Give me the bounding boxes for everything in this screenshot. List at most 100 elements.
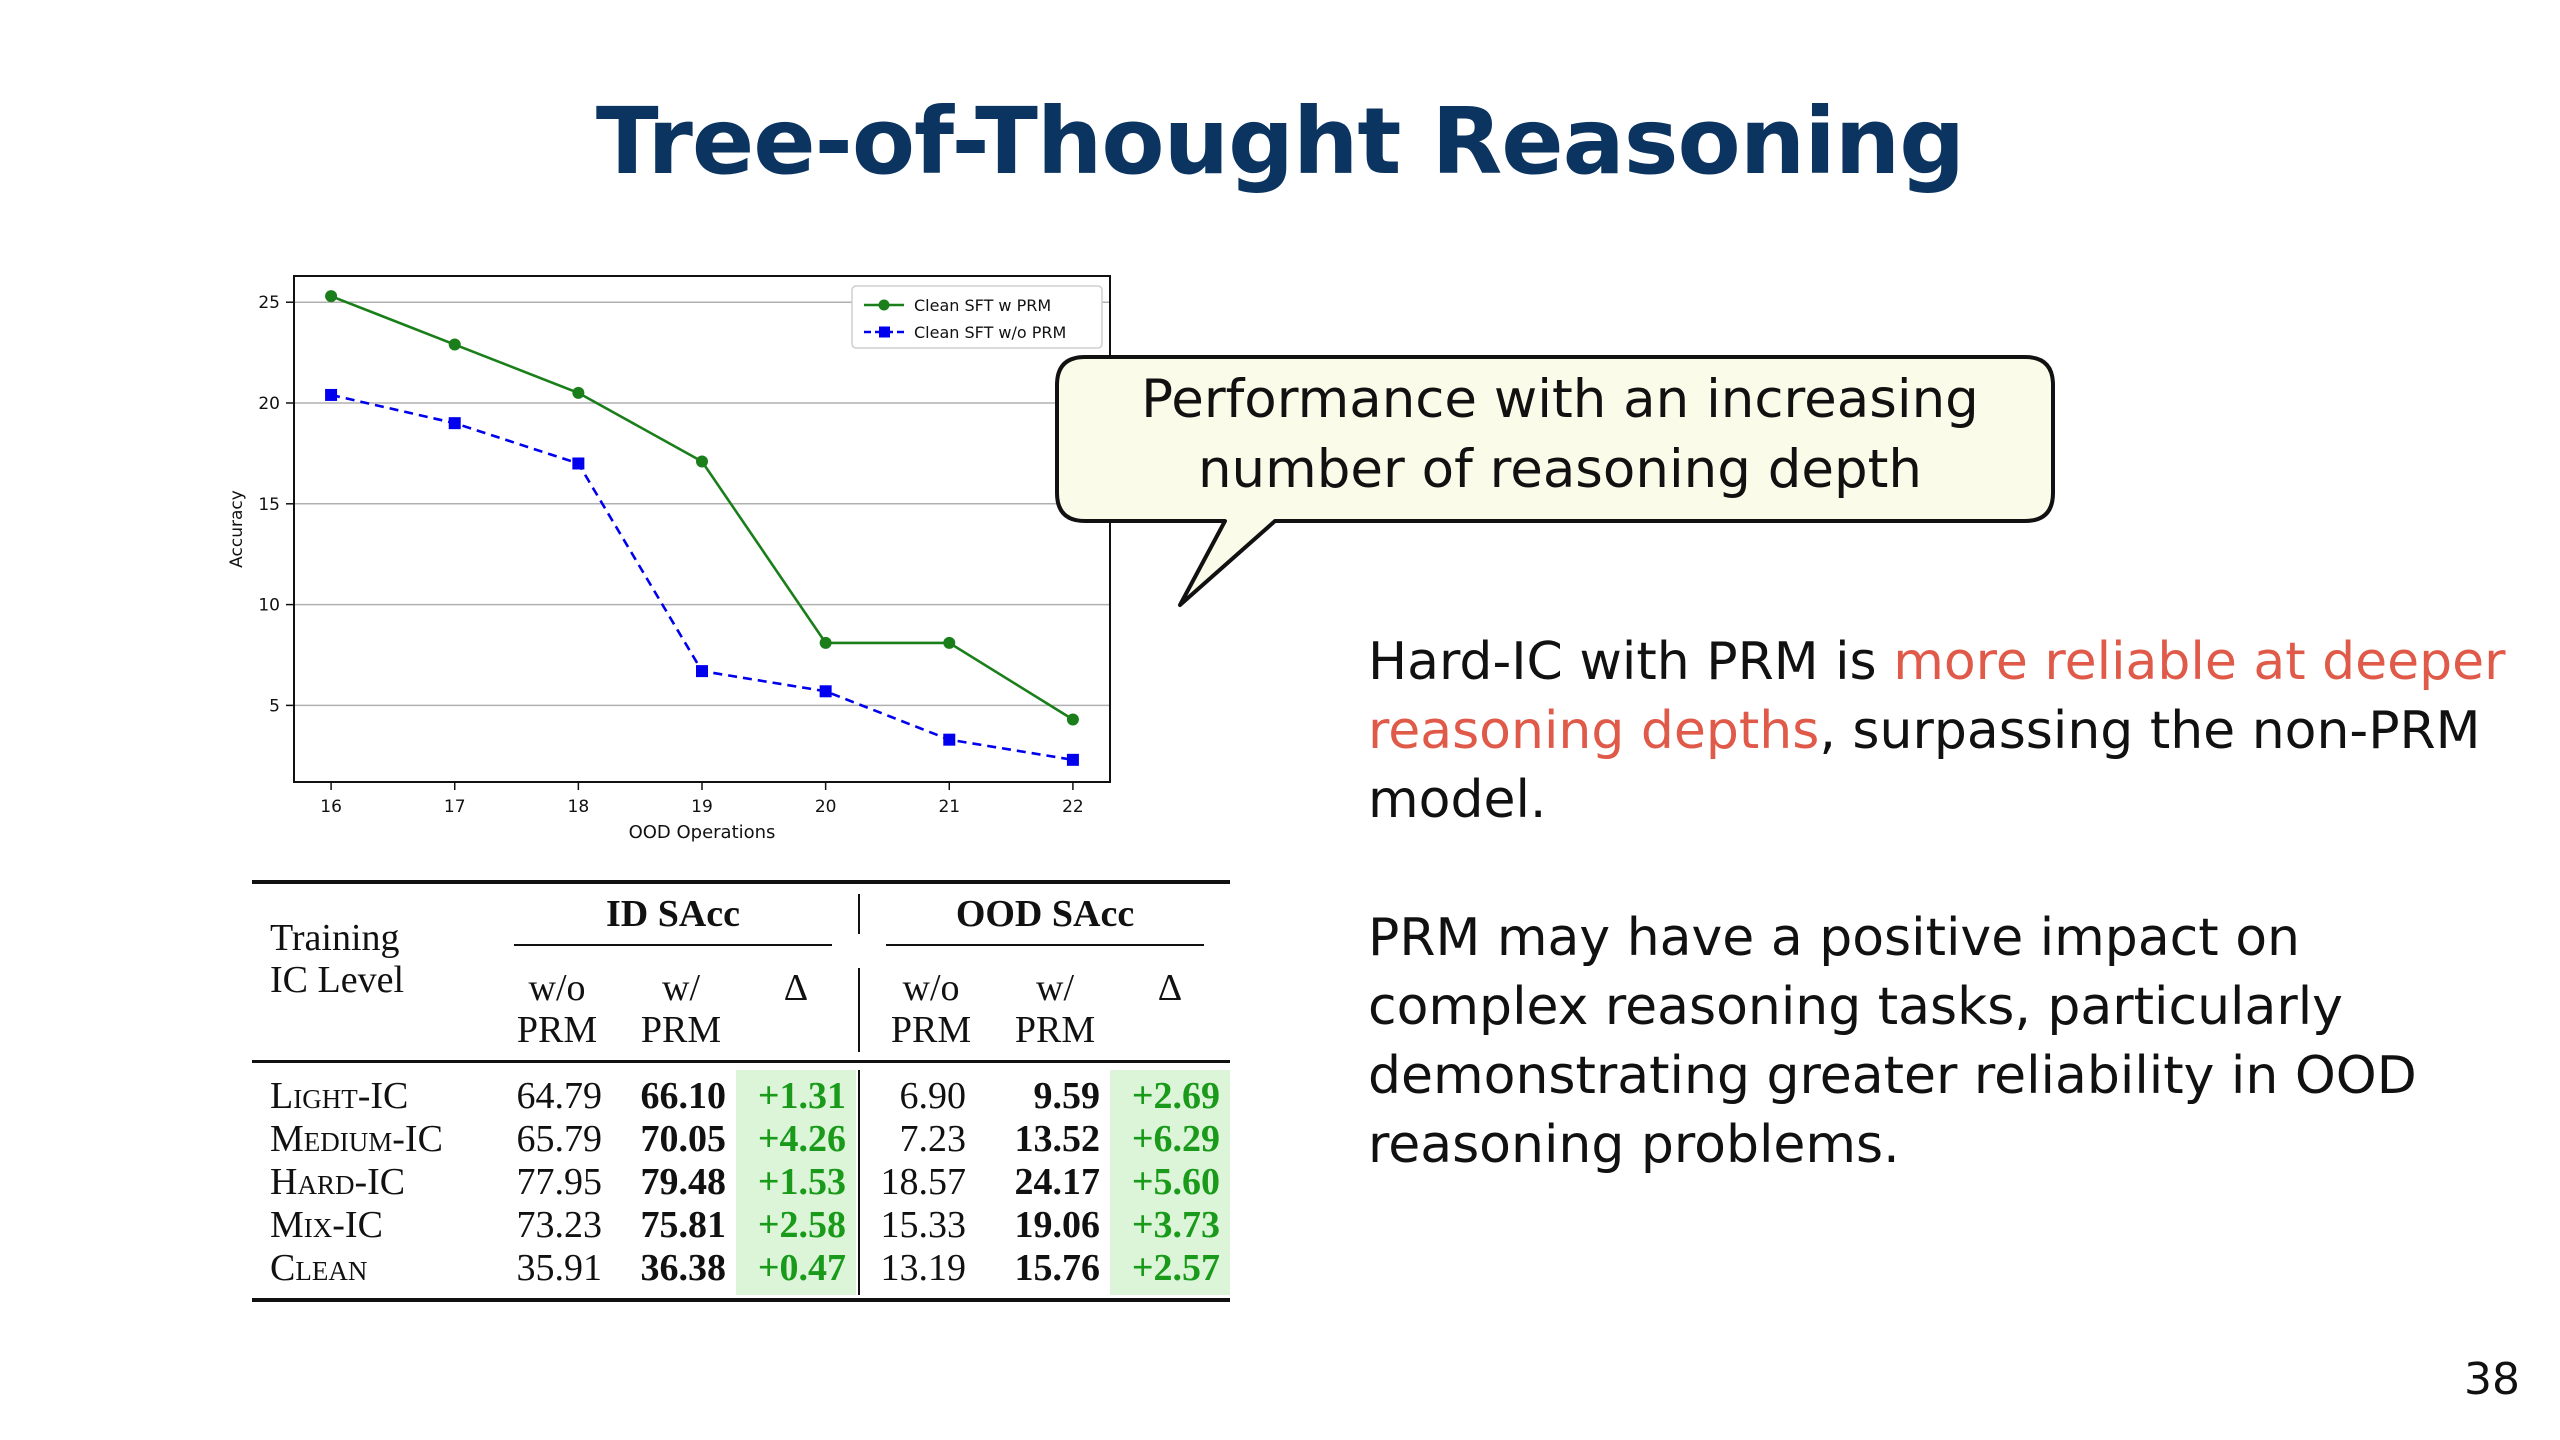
id-w-value: 75.81 [640, 1204, 727, 1246]
table-bottom-rule [252, 1298, 1230, 1302]
ood-wo-value: 13.19 [880, 1247, 967, 1289]
series-2-point [448, 417, 461, 430]
legend-marker-2 [879, 326, 890, 338]
y-tick-label: 10 [258, 596, 280, 616]
x-tick-label: 19 [691, 797, 713, 817]
body-paragraph-2: PRM may have a positive impact on comple… [1368, 908, 2417, 1175]
series-1-point [572, 386, 585, 399]
ood-delta-value: +5.60 [1131, 1161, 1220, 1203]
id-w-header-2: PRM [640, 1009, 722, 1051]
ood-delta-value: +2.69 [1131, 1075, 1220, 1117]
callout-line-2: number of reasoning depth [1197, 439, 1923, 500]
series-2-point [943, 733, 956, 746]
series-2-point [696, 665, 708, 678]
callout-text: Performance with an increasing number of… [1070, 365, 2050, 505]
y-axis-label: Accuracy [227, 490, 247, 568]
id-wo-header-2: PRM [516, 1009, 598, 1051]
x-tick-label: 16 [320, 797, 342, 817]
ood-wo-value: 7.23 [899, 1118, 967, 1160]
y-tick-label: 25 [258, 293, 280, 313]
ood-delta-value: +2.57 [1131, 1247, 1220, 1289]
id-wo-value: 64.79 [516, 1075, 603, 1117]
ood-delta-highlight [1110, 1070, 1230, 1295]
series-1-point [696, 455, 708, 468]
ood-delta-value: +3.73 [1131, 1204, 1220, 1246]
ood-sacc-header: OOD SAcc [955, 893, 1135, 935]
id-sacc-header: ID SAcc [605, 893, 741, 935]
series-1-point [819, 636, 832, 649]
series-1-point [325, 290, 338, 303]
series-2-point [819, 685, 832, 698]
ood-delta-value: +6.29 [1131, 1118, 1220, 1160]
legend-label-1: Clean SFT w PRM [914, 296, 1051, 315]
id-wo-value: 65.79 [516, 1118, 603, 1160]
ood-w-header-1: w/ [1036, 967, 1074, 1009]
row-label: Medium-IC [270, 1118, 443, 1160]
accuracy-line-chart: 5 10 15 20 25 16 17 18 19 20 21 22 OOD Operations Acc… [212, 258, 1132, 858]
row-label: Hard-IC [270, 1161, 406, 1203]
ood-group-rule [886, 944, 1204, 946]
ood-wo-header-1: w/o [902, 967, 960, 1009]
ood-wo-value: 6.90 [899, 1075, 967, 1117]
id-w-value: 66.10 [640, 1075, 727, 1117]
page-number: 38 [2464, 1354, 2520, 1405]
series-2-point [1066, 753, 1079, 766]
ood-delta-header: Δ [1157, 967, 1183, 1009]
series-2-point [325, 388, 338, 401]
ood-w-value: 9.59 [1033, 1075, 1101, 1117]
id-w-value: 70.05 [640, 1118, 727, 1160]
id-wo-value: 35.91 [516, 1247, 603, 1289]
legend-label-2: Clean SFT w/o PRM [914, 323, 1066, 342]
series-1-point [448, 338, 461, 351]
chart-svg: 5 10 15 20 25 16 17 18 19 20 21 22 OOD Operations Acc… [227, 275, 1111, 843]
y-tick-label: 15 [258, 495, 280, 515]
table-top-rule [252, 880, 1230, 884]
plot-frame [293, 275, 1111, 783]
series-2-point [572, 457, 585, 470]
callout-bubble [1055, 355, 2055, 607]
x-tick-label: 22 [1062, 797, 1084, 817]
row-label: Light-IC [270, 1075, 409, 1117]
ood-wo-value: 18.57 [880, 1161, 967, 1203]
callout-bubble-shape [1055, 355, 2055, 607]
x-tick-label: 20 [815, 797, 837, 817]
series-line-1 [330, 294, 1074, 721]
ood-w-value: 24.17 [1014, 1161, 1101, 1203]
legend-box [851, 285, 1103, 349]
series-1-point [1066, 713, 1079, 726]
id-delta-header: Δ [783, 967, 809, 1009]
p1-highlight: more reliable at deeper reasoning depths [1368, 632, 2506, 761]
slide-title: Tree-of-Thought Reasoning [595, 88, 1965, 195]
table-header-rule [252, 1060, 1230, 1063]
id-w-value: 36.38 [640, 1247, 727, 1289]
ood-wo-value: 15.33 [880, 1204, 967, 1246]
id-wo-value: 73.23 [516, 1204, 603, 1246]
id-wo-value: 77.95 [516, 1161, 603, 1203]
callout-line-1: Performance with an increasing [1141, 369, 1979, 430]
p1-text-before: Hard-IC with PRM is [1368, 632, 1894, 692]
ood-w-value: 15.76 [1014, 1247, 1101, 1289]
x-axis-label: OOD Operations [629, 822, 776, 843]
ood-w-value: 13.52 [1014, 1118, 1101, 1160]
row-header-line-1: Training [270, 917, 400, 959]
x-tick-label: 18 [568, 797, 590, 817]
id-delta-value: +0.47 [757, 1247, 846, 1289]
group-separator-body [858, 1070, 860, 1295]
id-delta-value: +1.53 [757, 1161, 846, 1203]
legend-marker-1 [878, 299, 890, 311]
group-separator-sub [858, 968, 860, 1052]
row-label: Mix-IC [270, 1204, 383, 1246]
ood-w-header-2: PRM [1014, 1009, 1096, 1051]
results-table: Training IC Level ID SAcc OOD SAcc w/o P… [252, 880, 1230, 1302]
ood-wo-header-2: PRM [890, 1009, 972, 1051]
id-delta-value: +2.58 [757, 1204, 846, 1246]
id-w-value: 79.48 [640, 1161, 727, 1203]
id-w-header-1: w/ [662, 967, 700, 1009]
x-tick-label: 17 [444, 797, 466, 817]
y-tick-label: 5 [269, 696, 280, 716]
group-separator-top [858, 894, 860, 934]
id-delta-value: +4.26 [757, 1118, 846, 1160]
id-group-rule [514, 944, 832, 946]
series-1-point [943, 636, 956, 649]
id-wo-header-1: w/o [528, 967, 586, 1009]
